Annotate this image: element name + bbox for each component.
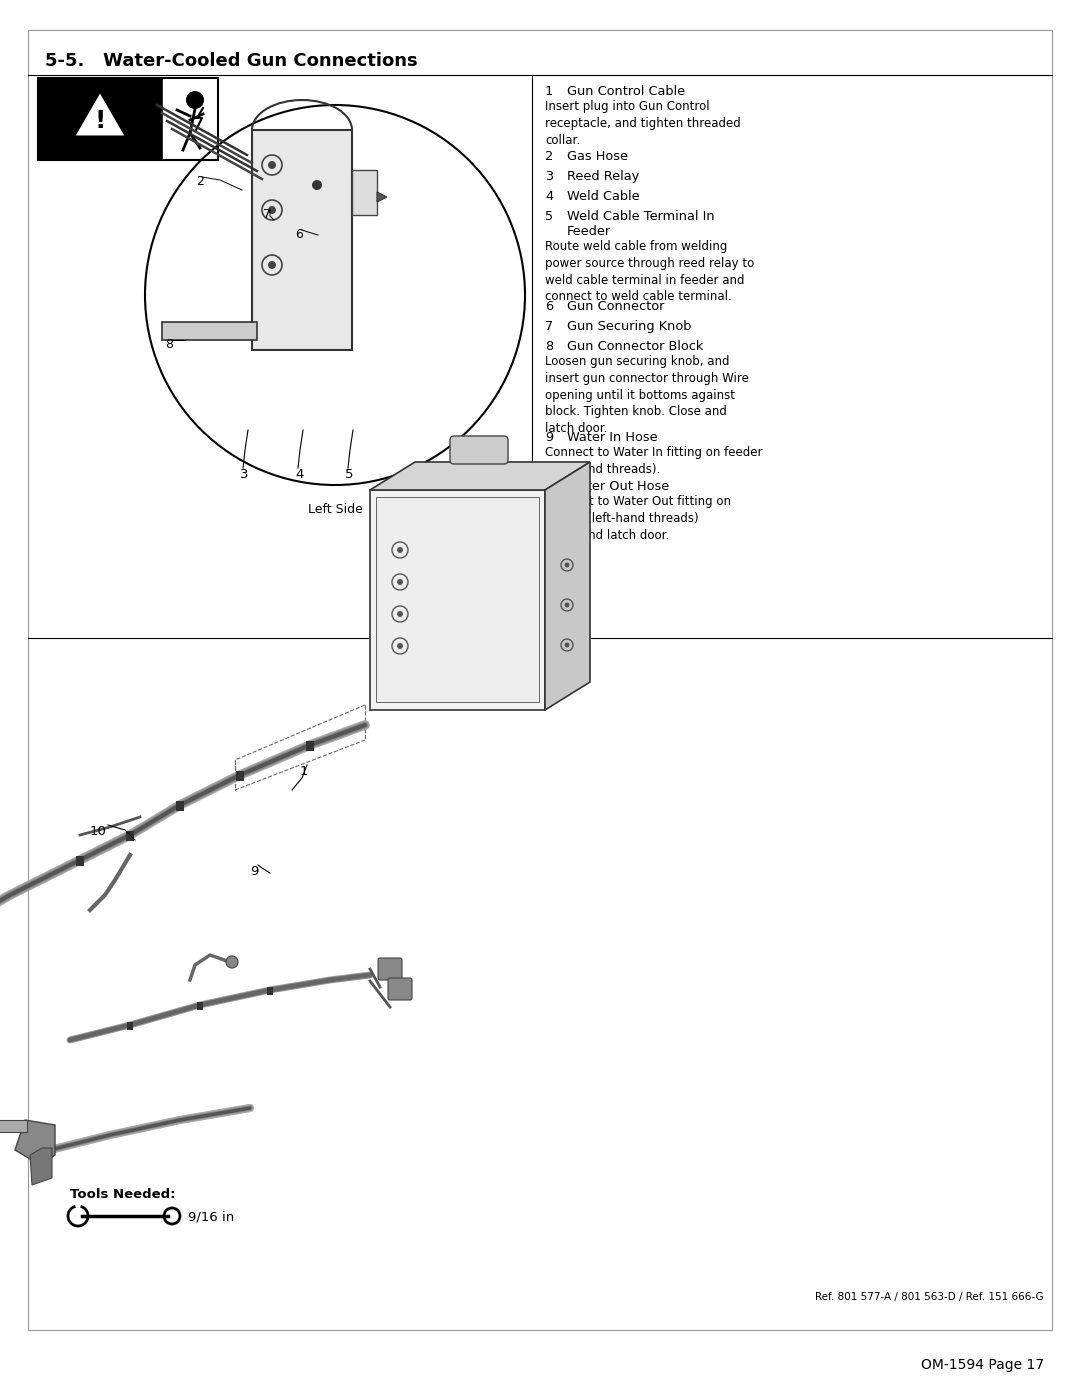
Text: !: ! [94, 109, 106, 133]
Text: Weld Cable: Weld Cable [567, 190, 639, 203]
FancyBboxPatch shape [378, 958, 402, 981]
Text: 10: 10 [90, 826, 107, 838]
Text: 4: 4 [295, 468, 303, 481]
Text: OM-1594 Page 17: OM-1594 Page 17 [921, 1358, 1044, 1372]
Wedge shape [75, 1204, 81, 1215]
Polygon shape [370, 462, 590, 490]
Text: 3: 3 [240, 468, 248, 481]
FancyBboxPatch shape [28, 29, 1052, 1330]
FancyBboxPatch shape [352, 170, 377, 215]
FancyBboxPatch shape [252, 130, 352, 351]
Text: Weld Cable Terminal In: Weld Cable Terminal In [567, 210, 715, 224]
Circle shape [268, 161, 276, 169]
Text: 1: 1 [300, 766, 309, 778]
FancyBboxPatch shape [197, 1002, 203, 1010]
Text: 2: 2 [195, 175, 204, 189]
Text: Connect to Water In fitting on feeder
(left-hand threads).: Connect to Water In fitting on feeder (l… [545, 446, 762, 476]
Text: Tools Needed:: Tools Needed: [70, 1187, 175, 1201]
Text: 9/16 in: 9/16 in [188, 1210, 234, 1222]
FancyBboxPatch shape [450, 436, 508, 464]
Circle shape [312, 180, 322, 190]
Text: Route weld cable from welding
power source through reed relay to
weld cable term: Route weld cable from welding power sour… [545, 240, 754, 303]
Text: Reed Relay: Reed Relay [567, 170, 639, 183]
Text: 8: 8 [545, 339, 553, 353]
Circle shape [397, 578, 403, 585]
Text: Gun Securing Knob: Gun Securing Knob [567, 320, 691, 332]
Text: 2: 2 [545, 149, 553, 163]
FancyBboxPatch shape [0, 1120, 27, 1132]
Polygon shape [15, 1120, 55, 1165]
Text: Connect to Water Out fitting on
feeder (left-hand threads): Connect to Water Out fitting on feeder (… [545, 495, 731, 525]
Text: 5: 5 [545, 210, 553, 224]
Text: 4: 4 [545, 190, 553, 203]
Text: 1: 1 [545, 85, 553, 98]
Text: Feeder: Feeder [567, 225, 611, 237]
FancyBboxPatch shape [376, 497, 539, 703]
Text: 10: 10 [545, 481, 562, 493]
Text: Close and latch door.: Close and latch door. [545, 529, 670, 542]
FancyBboxPatch shape [370, 490, 545, 710]
Circle shape [186, 91, 204, 109]
Text: Gun Control Cable: Gun Control Cable [567, 85, 685, 98]
Text: 5-5.   Water-Cooled Gun Connections: 5-5. Water-Cooled Gun Connections [45, 52, 418, 70]
FancyBboxPatch shape [162, 78, 218, 161]
Polygon shape [377, 191, 387, 203]
Circle shape [397, 610, 403, 617]
Polygon shape [30, 1148, 52, 1185]
FancyBboxPatch shape [306, 740, 314, 752]
FancyBboxPatch shape [127, 1023, 133, 1030]
FancyBboxPatch shape [38, 78, 162, 161]
Text: 5: 5 [345, 468, 353, 481]
Text: Water In Hose: Water In Hose [567, 432, 658, 444]
FancyBboxPatch shape [176, 800, 184, 812]
Text: 3: 3 [545, 170, 553, 183]
Text: Water Out Hose: Water Out Hose [567, 481, 670, 493]
FancyBboxPatch shape [162, 321, 257, 339]
Circle shape [268, 205, 276, 214]
FancyBboxPatch shape [76, 856, 84, 866]
Circle shape [565, 563, 569, 567]
Text: 9: 9 [249, 865, 258, 877]
Text: Gun Connector: Gun Connector [567, 300, 664, 313]
Text: Insert plug into Gun Control
receptacle, and tighten threaded
collar.: Insert plug into Gun Control receptacle,… [545, 101, 741, 147]
Circle shape [397, 548, 403, 553]
Text: 7: 7 [545, 320, 553, 332]
Circle shape [226, 956, 238, 968]
Circle shape [565, 602, 569, 608]
Text: 6: 6 [295, 228, 302, 242]
FancyBboxPatch shape [267, 988, 273, 995]
Text: Gas Hose: Gas Hose [567, 149, 627, 163]
Polygon shape [545, 462, 590, 710]
Circle shape [145, 105, 525, 485]
Circle shape [565, 643, 569, 647]
FancyBboxPatch shape [388, 978, 411, 1000]
Text: Gun Connector Block: Gun Connector Block [567, 339, 703, 353]
Circle shape [268, 261, 276, 270]
Text: 9: 9 [545, 432, 553, 444]
Text: Loosen gun securing knob, and
insert gun connector through Wire
opening until it: Loosen gun securing knob, and insert gun… [545, 355, 748, 436]
Text: Ref. 801 577-A / 801 563-D / Ref. 151 666-G: Ref. 801 577-A / 801 563-D / Ref. 151 66… [815, 1292, 1044, 1302]
FancyBboxPatch shape [237, 771, 244, 781]
Text: 8: 8 [165, 338, 173, 351]
Text: 6: 6 [545, 300, 553, 313]
Text: Left Side: Left Side [308, 503, 363, 515]
Text: 7: 7 [264, 208, 271, 221]
Circle shape [397, 643, 403, 650]
Polygon shape [75, 91, 126, 137]
FancyBboxPatch shape [126, 831, 134, 841]
